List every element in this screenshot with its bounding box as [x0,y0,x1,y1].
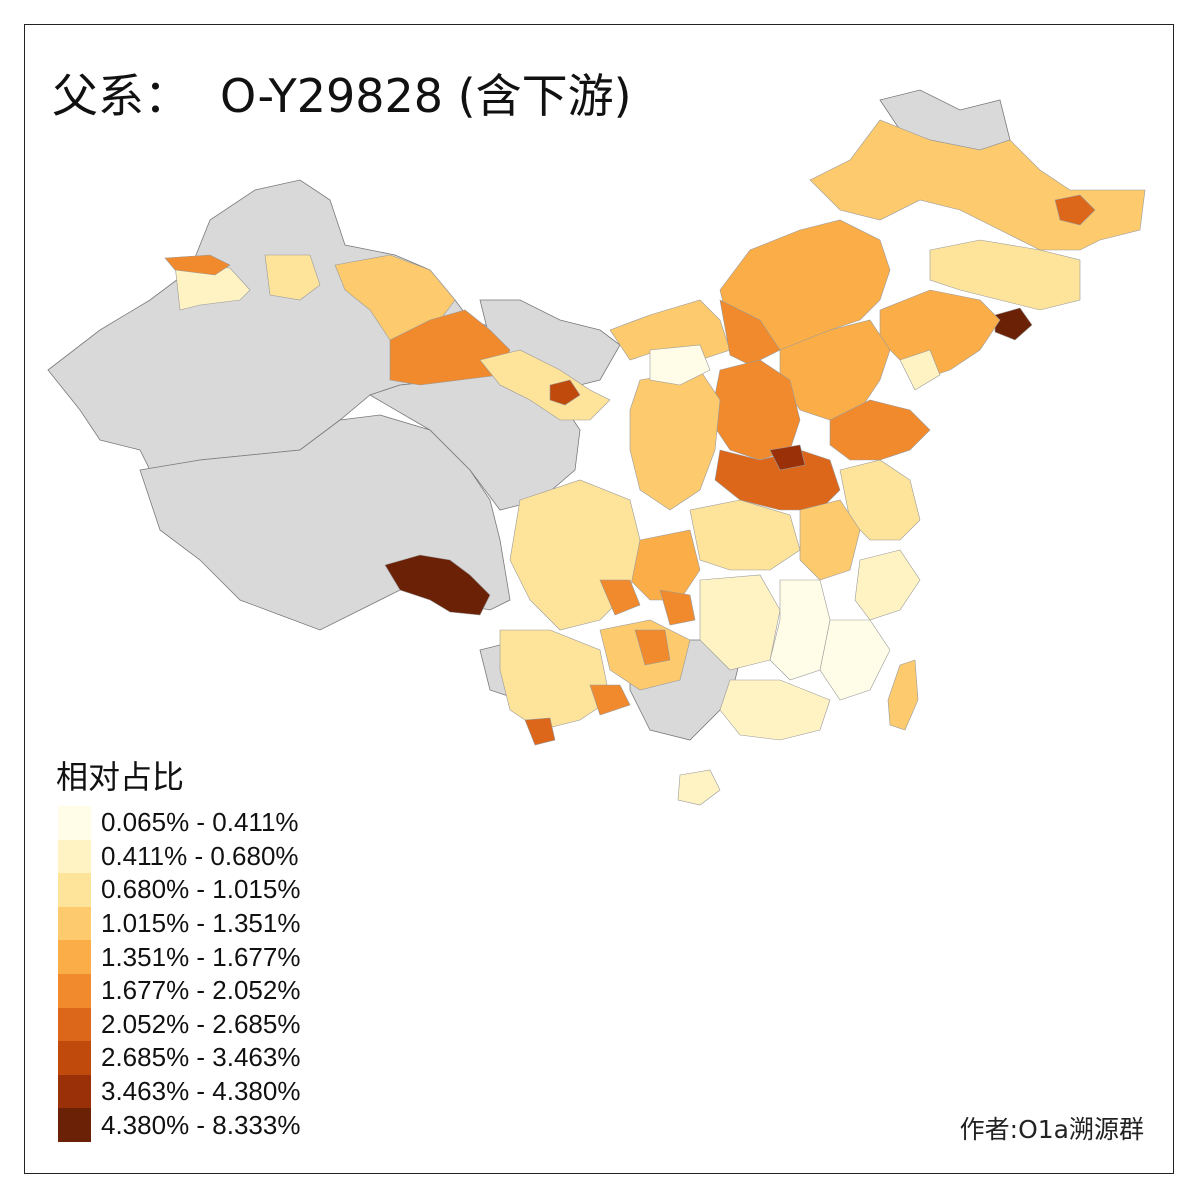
legend-label: 2.685% - 3.463% [101,1042,301,1073]
legend-swatch [58,906,91,941]
legend-label: 1.351% - 1.677% [101,941,301,972]
region-xinjiang-mid [264,254,321,301]
legend-swatch [58,940,91,974]
legend-label: 3.463% - 4.380% [101,1076,301,1107]
legend-label: 1.015% - 1.351% [101,908,301,939]
region-heilongjiang-east [1054,194,1096,226]
region-guizhou-orange [634,629,671,666]
legend-label: 4.380% - 8.333% [101,1109,301,1140]
legend-swatch [58,806,91,840]
legend-swatch [58,1041,91,1075]
region-jilin-dark [994,307,1033,341]
region-jiangxi [769,579,831,681]
region-guangdong [719,679,831,741]
region-zhejiang [854,549,921,621]
region-inner-mongolia-orange [719,299,781,366]
region-chongqing-orange [659,589,696,626]
legend-label: 0.680% - 1.015% [101,874,301,905]
legend-label: 0.411% - 0.680% [101,840,299,871]
legend-item: 2.052% - 2.685% [58,1007,301,1042]
region-shandong [829,399,931,461]
legend-label: 0.065% - 0.411% [101,807,299,838]
legend-label: 1.677% - 2.052% [101,975,301,1006]
map-title: 父系： O-Y29828 (含下游) [52,60,632,126]
region-hainan [677,769,721,806]
region-ningxia-pale [649,344,711,386]
region-yunnan-orange [589,684,631,716]
legend-item: 4.380% - 8.333% [58,1108,300,1142]
legend-item: 1.351% - 1.677% [58,940,300,974]
legend-item: 3.463% - 4.380% [58,1074,301,1109]
region-gansu [479,349,611,421]
legend-item: 0.411% - 0.680% [58,839,300,874]
author-credit: 作者:O1a溯源群 [959,1115,1144,1144]
region-liaoning [879,289,1001,381]
region-yunnan [499,629,611,731]
region-gansu-dark [549,379,581,406]
legend-swatch [58,1074,91,1109]
region-jilin [929,239,1081,311]
legend-item: 1.015% - 1.351% [58,906,301,941]
region-anhui [799,499,861,581]
region-shaanxi [629,369,721,511]
region-liaoning-penin [899,349,941,391]
region-tibet-south-dark [384,554,491,616]
legend-swatch [58,973,91,1008]
region-fujian [819,619,891,701]
legend-title: 相对占比 [56,758,185,796]
legend-swatch [58,1108,91,1142]
legend-swatch [58,1007,91,1042]
legend-item: 2.685% - 3.463% [58,1041,300,1075]
title-prefix: 父系： [52,69,190,123]
legend-item: 1.677% - 2.052% [58,973,301,1008]
legend-swatch [58,839,91,874]
legend: 0.065% - 0.411% 0.411% - 0.680% 0.680% -… [58,806,300,1142]
legend-swatch [58,873,91,907]
region-chongqing [629,529,701,601]
legend-label: 2.052% - 2.685% [101,1008,301,1039]
region-taiwan [887,659,919,731]
region-hubei [689,499,801,571]
title-haplogroup: O-Y29828 (含下游) [220,69,632,123]
no-data-regions [47,89,1011,741]
region-xinjiang-nw-orange [164,254,231,276]
region-yunnan-south [524,717,556,746]
legend-item: 0.680% - 1.015% [58,873,300,907]
region-henan-dark [769,444,806,471]
data-regions [164,119,1146,806]
region-sichuan-orange [599,579,641,616]
region-xinjiang-nw [174,264,251,311]
legend-item: 0.065% - 0.411% [58,806,300,840]
